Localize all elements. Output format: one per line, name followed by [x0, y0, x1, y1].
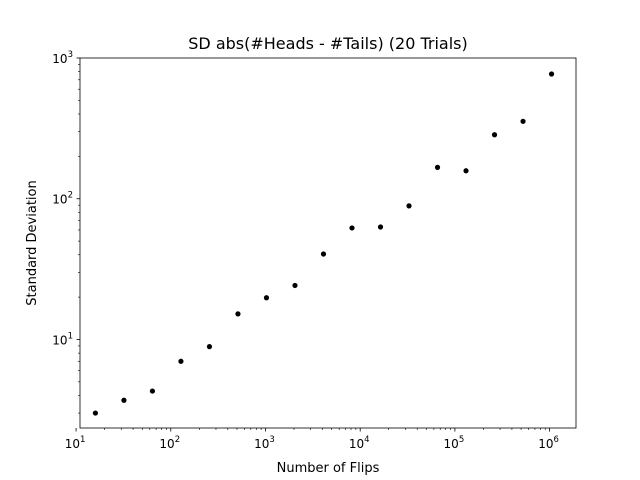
- x-tick-label: 105: [444, 435, 465, 451]
- data-point: [235, 311, 241, 317]
- data-point: [263, 295, 270, 301]
- data-point: [178, 358, 184, 364]
- y-axis-label: Standard Deviation: [25, 180, 40, 305]
- x-tick-label: 104: [349, 435, 370, 451]
- data-point: [292, 282, 298, 289]
- data-point: [92, 410, 99, 416]
- data-point: [491, 132, 498, 138]
- x-axis-ticks: 101 102 103 104 105 106: [65, 428, 559, 451]
- plot-area: [79, 57, 577, 429]
- x-tick-label: 101: [65, 435, 86, 451]
- x-tick-label: 106: [538, 435, 559, 451]
- axes-frame: [79, 57, 577, 429]
- data-point: [320, 251, 327, 257]
- chart-title: SD abs(#Heads - #Tails) (20 Trials): [188, 34, 467, 53]
- x-tick-label: 103: [254, 435, 275, 451]
- data-point: [121, 397, 127, 403]
- data-point: [406, 203, 412, 209]
- data-points: [92, 71, 555, 416]
- x-tick-label: 102: [159, 435, 180, 451]
- data-point: [520, 118, 526, 124]
- data-point: [548, 71, 555, 77]
- y-tick-label: 103: [52, 50, 73, 66]
- y-tick-label: 102: [52, 191, 73, 207]
- data-point: [434, 164, 441, 170]
- data-point: [377, 224, 384, 230]
- data-point: [463, 168, 469, 174]
- data-point: [349, 225, 355, 231]
- y-axis-ticks: 101 102 103: [52, 50, 80, 414]
- x-axis-label: Number of Flips: [277, 461, 380, 476]
- data-point: [149, 388, 156, 394]
- y-tick-label: 101: [52, 331, 73, 347]
- data-point: [206, 344, 213, 350]
